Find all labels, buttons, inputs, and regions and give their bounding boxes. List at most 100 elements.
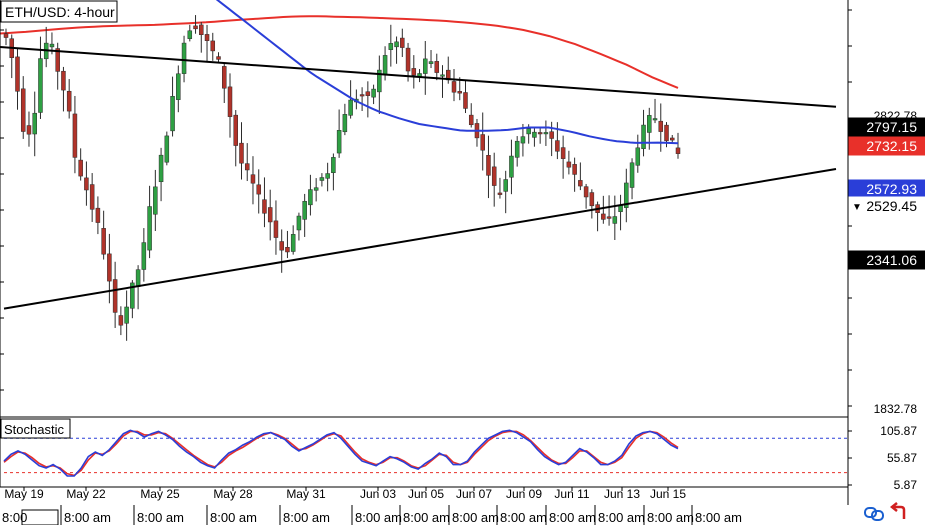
x-date-label: Jun 03 bbox=[360, 487, 396, 501]
candle-bearish bbox=[497, 192, 503, 195]
candle-bullish bbox=[635, 147, 641, 166]
candle-bullish bbox=[313, 187, 319, 191]
price-label-box bbox=[848, 117, 925, 137]
candle-bullish bbox=[331, 157, 336, 173]
trendline-upper bbox=[0, 45, 837, 108]
candle-bearish bbox=[601, 213, 606, 220]
candle-bullish bbox=[641, 124, 646, 149]
candle-bullish bbox=[348, 99, 353, 116]
candle-bearish bbox=[199, 24, 204, 35]
candle-bullish bbox=[325, 173, 330, 179]
x-time-label: 8:00 am bbox=[137, 510, 184, 525]
candle-bullish bbox=[543, 132, 549, 135]
time-cursor-box: 8:00 bbox=[2, 509, 59, 526]
candle-bearish bbox=[101, 228, 106, 255]
candle-bullish bbox=[176, 73, 181, 100]
time-cursor-label: 8:00 bbox=[2, 510, 27, 525]
candle-bearish bbox=[256, 184, 261, 195]
x-date-label: Jun 05 bbox=[408, 487, 444, 501]
x-time-label: 8:00 am bbox=[647, 510, 694, 525]
candle-bearish bbox=[400, 37, 405, 48]
candle-bearish bbox=[572, 164, 577, 175]
candle-bearish bbox=[285, 247, 290, 253]
candle-bearish bbox=[434, 61, 440, 73]
x-date-label: Jun 07 bbox=[456, 487, 492, 501]
x-time-label: 8:00 am bbox=[598, 510, 645, 525]
x-date-label: Jun 09 bbox=[506, 487, 542, 501]
candle-bullish bbox=[514, 140, 520, 158]
candle-bullish bbox=[520, 136, 526, 144]
candle-bearish bbox=[204, 34, 210, 41]
stoch-tick-label: 5.87 bbox=[894, 478, 918, 492]
candle-bearish bbox=[486, 155, 491, 176]
candle-bearish bbox=[560, 147, 566, 159]
candle-bullish bbox=[371, 88, 376, 98]
x-date-label: Jun 15 bbox=[650, 487, 686, 501]
candle-bullish bbox=[153, 186, 158, 215]
x-time-label: 8:00 am bbox=[210, 510, 257, 525]
candle-bullish bbox=[629, 162, 635, 188]
candle-bullish bbox=[187, 30, 193, 39]
candle-bearish bbox=[89, 184, 95, 210]
candle-bearish bbox=[26, 125, 32, 135]
candle-bearish bbox=[55, 48, 60, 72]
trendlines-layer bbox=[0, 45, 837, 310]
x-date-label: Jun 11 bbox=[554, 487, 589, 501]
candle-bearish bbox=[457, 91, 462, 94]
candle-bearish bbox=[578, 180, 583, 187]
ma-short-line bbox=[215, 0, 679, 145]
candle-bullish bbox=[141, 242, 147, 270]
candle-bearish bbox=[15, 56, 20, 92]
candle-bullish bbox=[49, 43, 55, 48]
candle-bullish bbox=[336, 130, 342, 154]
candle-bullish bbox=[181, 42, 187, 74]
candle-bearish bbox=[72, 113, 78, 158]
x-time-label: 8:00 am bbox=[549, 510, 596, 525]
stoch-tick-label: 55.87 bbox=[887, 451, 917, 465]
candle-bearish bbox=[3, 33, 9, 38]
candle-bullish bbox=[388, 43, 394, 50]
candle-bearish bbox=[411, 68, 417, 76]
x-date-label: May 25 bbox=[140, 487, 180, 501]
candle-bullish bbox=[290, 234, 296, 252]
candle-bearish bbox=[233, 114, 238, 146]
candle-bullish bbox=[308, 189, 313, 206]
candle-bearish bbox=[112, 279, 118, 313]
candle-bearish bbox=[491, 166, 497, 186]
candle-bearish bbox=[566, 161, 572, 168]
candle-bearish bbox=[664, 124, 669, 142]
candle-bullish bbox=[652, 118, 658, 121]
candle-bullish bbox=[158, 154, 164, 183]
candle-bearish bbox=[210, 40, 216, 52]
candle-bearish bbox=[227, 86, 233, 117]
link-icon[interactable] bbox=[864, 507, 884, 521]
candle-bearish bbox=[84, 177, 89, 191]
indicator-title: Stochastic bbox=[4, 422, 64, 437]
candle-bearish bbox=[468, 114, 474, 126]
back-arrow-icon[interactable] bbox=[889, 502, 906, 519]
chart-title: ETH/USD: 4-hour bbox=[5, 4, 115, 20]
chart-title-box: ETH/USD: 4-hour bbox=[0, 0, 118, 23]
candle-bullish bbox=[38, 58, 43, 113]
candle-bearish bbox=[555, 140, 560, 152]
price-label: 2341.06 bbox=[866, 252, 917, 268]
candle-bearish bbox=[267, 207, 273, 223]
candle-bearish bbox=[216, 56, 221, 60]
candle-bearish bbox=[239, 142, 244, 164]
candle-bullish bbox=[509, 155, 514, 178]
candle-bullish bbox=[612, 216, 618, 224]
candle-bullish bbox=[440, 74, 445, 77]
x-date-label: May 31 bbox=[286, 487, 326, 501]
candle-bullish bbox=[526, 128, 531, 135]
candle-bearish bbox=[359, 94, 365, 97]
candle-bullish bbox=[394, 41, 399, 48]
candle-bearish bbox=[279, 241, 284, 251]
stochastic-layer bbox=[3, 429, 848, 477]
ma-long-line bbox=[0, 15, 679, 89]
candle-bearish bbox=[193, 25, 198, 30]
candle-bullish bbox=[302, 201, 307, 220]
x-date-label: May 22 bbox=[66, 487, 106, 501]
